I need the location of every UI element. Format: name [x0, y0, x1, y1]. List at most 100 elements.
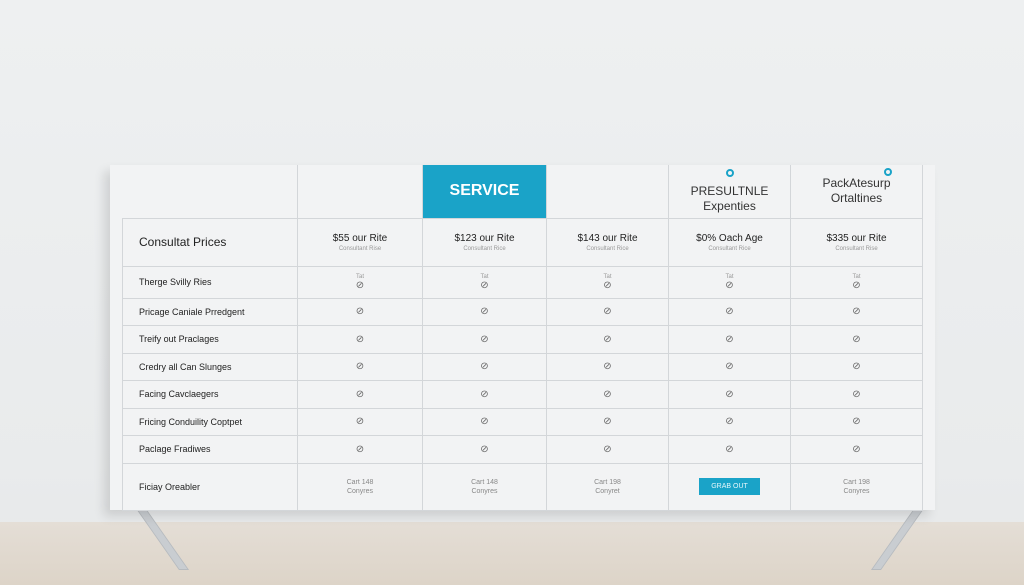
- check-circle-icon: ⊘: [603, 443, 612, 455]
- check-circle-icon: ⊘: [480, 443, 489, 455]
- feature-cell: ⊘: [546, 380, 669, 409]
- check-circle-icon: ⊘: [355, 333, 365, 345]
- check-circle-icon: ⊘: [725, 279, 734, 291]
- check-circle-icon: ⊘: [852, 388, 861, 400]
- feature-label: Paclage Fradiwes: [122, 435, 298, 464]
- feature-cell: ⊘: [297, 407, 423, 436]
- feature-cell: ⊘: [790, 380, 923, 409]
- feature-row: Paclage Fradiwes ⊘ ⊘ ⊘ ⊘ ⊘: [122, 435, 923, 464]
- check-circle-icon: ⊘: [355, 306, 365, 318]
- price-cell: $143 our Rite Consultant Rice: [546, 217, 669, 267]
- feature-cell: ⊘: [668, 325, 791, 354]
- header-empty: [122, 165, 298, 219]
- feature-cell: Tat ⊘: [668, 265, 791, 299]
- price-cell: $335 our Rite Consultant Rise: [790, 217, 923, 267]
- pricing-board: SERVICE PRESULTNLE Expenties PackAtesurp O…: [110, 165, 935, 511]
- check-circle-icon: ⊘: [852, 361, 861, 373]
- badge-icon: [884, 168, 892, 177]
- header-col4: PRESULTNLE Expenties: [668, 165, 791, 219]
- footer-cell[interactable]: Cart 148 Conyres: [297, 462, 423, 511]
- feature-label: Treify out Praclages: [122, 325, 298, 354]
- feature-cell: ⊘: [422, 380, 547, 409]
- check-circle-icon: ⊘: [852, 306, 861, 318]
- price-row: Consultat Prices $55 our Rite Consultant …: [122, 217, 923, 267]
- feature-label: Therge Svilly Ries: [122, 265, 298, 299]
- feature-cell: ⊘: [297, 435, 423, 464]
- feature-cell: ⊘: [668, 380, 791, 409]
- check-circle-icon: ⊘: [355, 361, 365, 373]
- check-circle-icon: ⊘: [603, 279, 612, 291]
- check-circle-icon: ⊘: [725, 388, 734, 400]
- pricing-table: SERVICE PRESULTNLE Expenties PackAtesurp O…: [122, 165, 923, 511]
- feature-row: Treify out Praclages ⊘ ⊘ ⊘ ⊘ ⊘: [122, 325, 923, 354]
- feature-cell: ⊘: [422, 325, 547, 354]
- cell-note: Tat: [852, 273, 861, 280]
- footer-cell[interactable]: Cart 198 Conyres: [790, 462, 923, 511]
- cell-note: Tat: [725, 273, 734, 280]
- check-circle-icon: ⊘: [603, 333, 612, 345]
- feature-cell: ⊘: [790, 325, 923, 354]
- price-row-label: Consultat Prices: [122, 217, 298, 267]
- check-circle-icon: ⊘: [603, 361, 612, 373]
- price-cell: $55 our Rite Consultant Rise: [297, 217, 423, 267]
- feature-cell: ⊘: [546, 325, 669, 354]
- feature-cell: ⊘: [422, 352, 547, 381]
- header-col5: PackAtesurp Ortaltines: [790, 165, 923, 219]
- check-circle-icon: ⊘: [355, 279, 365, 291]
- feature-label: Facing Cavclaegers: [122, 380, 298, 409]
- check-circle-icon: ⊘: [725, 443, 734, 455]
- cell-note: Tat: [480, 273, 489, 280]
- feature-row: Fricing Conduility Coptpet ⊘ ⊘ ⊘ ⊘ ⊘: [122, 407, 923, 436]
- cell-note: Tat: [355, 273, 364, 280]
- feature-row: Pricage Caniale Prredgent ⊘ ⊘ ⊘ ⊘ ⊘: [122, 297, 923, 326]
- footer-cell: GRAB OUT: [668, 462, 791, 511]
- feature-cell: ⊘: [790, 407, 923, 436]
- feature-cell: ⊘: [422, 435, 547, 464]
- check-circle-icon: ⊘: [603, 388, 612, 400]
- feature-cell: ⊘: [790, 352, 923, 381]
- check-circle-icon: ⊘: [725, 361, 734, 373]
- feature-cell: ⊘: [546, 297, 669, 326]
- feature-cell: Tat ⊘: [297, 265, 423, 299]
- feature-cell: Tat ⊘: [546, 265, 669, 299]
- check-circle-icon: ⊘: [355, 388, 365, 400]
- feature-cell: ⊘: [668, 435, 791, 464]
- feature-cell: ⊘: [546, 435, 669, 464]
- check-circle-icon: ⊘: [480, 416, 489, 428]
- feature-cell: ⊘: [668, 407, 791, 436]
- check-circle-icon: ⊘: [852, 279, 861, 291]
- feature-cell: Tat ⊘: [790, 265, 923, 299]
- check-circle-icon: ⊘: [355, 416, 365, 428]
- footer-cell[interactable]: Cart 148 Conyres: [422, 462, 547, 511]
- feature-cell: ⊘: [546, 407, 669, 436]
- feature-cell: ⊘: [297, 380, 423, 409]
- check-circle-icon: ⊘: [480, 333, 489, 345]
- feature-label: Pricage Caniale Prredgent: [122, 297, 298, 326]
- service-header: SERVICE: [422, 165, 547, 219]
- feature-row: Facing Cavclaegers ⊘ ⊘ ⊘ ⊘ ⊘: [122, 380, 923, 409]
- check-circle-icon: ⊘: [852, 333, 861, 345]
- grab-out-button[interactable]: GRAB OUT: [699, 478, 760, 495]
- check-circle-icon: ⊘: [725, 333, 734, 345]
- feature-cell: ⊘: [297, 352, 423, 381]
- check-circle-icon: ⊘: [725, 416, 734, 428]
- check-circle-icon: ⊘: [603, 306, 612, 318]
- header-row: SERVICE PRESULTNLE Expenties PackAtesurp O…: [122, 165, 923, 219]
- header-empty-3: [546, 165, 669, 219]
- feature-cell: ⊘: [422, 407, 547, 436]
- feature-cell: ⊘: [790, 297, 923, 326]
- feature-label: Credry all Can Slunges: [122, 352, 298, 381]
- check-circle-icon: ⊘: [725, 306, 734, 318]
- check-circle-icon: ⊘: [852, 443, 861, 455]
- check-circle-icon: ⊘: [603, 416, 612, 428]
- check-circle-icon: ⊘: [480, 279, 489, 291]
- feature-cell: ⊘: [668, 352, 791, 381]
- footer-cell[interactable]: Cart 198 Conyret: [546, 462, 669, 511]
- feature-cell: Tat ⊘: [422, 265, 547, 299]
- check-circle-icon: ⊘: [480, 306, 489, 318]
- feature-label: Fricing Conduility Coptpet: [122, 407, 298, 436]
- feature-row: Credry all Can Slunges ⊘ ⊘ ⊘ ⊘ ⊘: [122, 352, 923, 381]
- cell-note: Tat: [603, 273, 612, 280]
- feature-cell: ⊘: [297, 325, 423, 354]
- price-cell: $123 our Rite Consultant Rice: [422, 217, 547, 267]
